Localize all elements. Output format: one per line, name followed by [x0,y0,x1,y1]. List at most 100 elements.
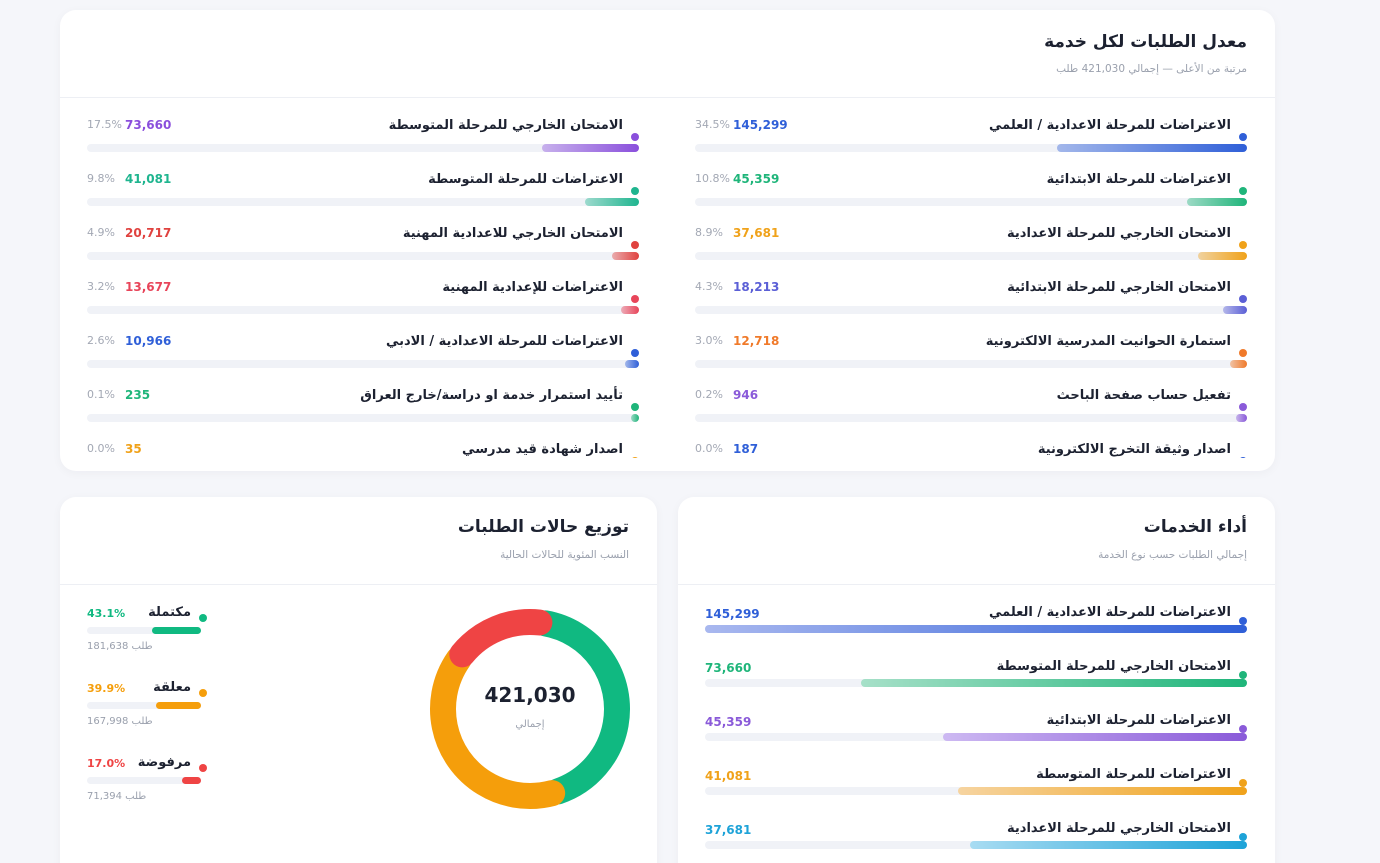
service-count: 187 [733,442,759,456]
list-item[interactable]: الامتحان الخارجي للمرحلة الاعدادية 37,681 [705,821,1247,863]
list-item[interactable]: الاعتراضات للمرحلة الاعدادية / الادبي 2.6… [87,314,639,368]
progress-track [87,252,639,260]
status-dot [1239,349,1247,357]
service-percent: 2.6% [87,334,115,347]
service-name: اصدار شهادة قيد مدرسي [462,442,623,457]
request-status-card: توزيع حالات الطلبات النسب المئوية للحالا… [60,497,657,863]
progress-fill [943,733,1247,741]
status-dot [631,187,639,195]
service-name: تأييد استمرار خدمة او دراسة/خارج العراق [360,388,623,403]
progress-track [695,252,1247,260]
service-count: 73,660 [125,118,172,132]
progress-fill [860,679,1247,687]
progress-fill [1223,306,1247,314]
progress-fill [151,627,201,634]
service-percent: 0.0% [695,442,723,455]
progress-track [87,360,639,368]
card-header: أداء الخدمات إجمالي الطلبات حسب نوع الخد… [678,497,1275,585]
list-item[interactable]: اصدار وثيقة التخرج الالكترونية 0.0% 187 [695,422,1247,458]
list-item[interactable]: الامتحان الخارجي للمرحلة المتوسطة 17.5% 73… [87,98,639,152]
card-header: توزيع حالات الطلبات النسب المئوية للحالا… [60,497,657,585]
status-dot [631,133,639,141]
service-name: الاعتراضات للمرحلة المتوسطة [1036,767,1231,782]
progress-track [705,679,1247,687]
list-item[interactable]: الامتحان الخارجي للمرحلة الاعدادية 8.9% 37… [695,206,1247,260]
service-count: 12,718 [733,334,780,348]
card-subtitle: إجمالي الطلبات حسب نوع الخدمة [1098,549,1247,561]
progress-track [705,787,1247,795]
donut-svg [430,609,630,809]
status-dot [631,403,639,411]
service-percent: 0.2% [695,388,723,401]
progress-track [695,414,1247,422]
service-count: 45,359 [705,715,752,729]
progress-fill [542,144,639,152]
service-name: الامتحان الخارجي للاعدادية المهنية [402,226,623,241]
progress-track [87,198,639,206]
service-name: الاعتراضات للإعدادية المهنية [442,280,623,295]
list-item[interactable]: الاعتراضات للمرحلة المتوسطة 41,081 [705,767,1247,821]
service-name: تفعيل حساب صفحة الباحث [1056,388,1231,403]
list-item[interactable]: الاعتراضات للمرحلة المتوسطة 9.8% 41,081 [87,152,639,206]
list-item[interactable]: الامتحان الخارجي للاعدادية المهنية 4.9% 20… [87,206,639,260]
progress-fill [611,252,639,260]
service-percent: 0.0% [87,442,115,455]
service-name: الاعتراضات للمرحلة الابتدائية [1046,713,1231,728]
card-title: أداء الخدمات [1143,517,1247,537]
donut-total-label: إجمالي [515,719,545,730]
service-count: 10,966 [125,334,172,348]
donut-total: 421,030 [484,683,576,707]
service-percent: 34.5% [695,118,730,131]
status-dot [1239,187,1247,195]
progress-fill [624,360,639,368]
status-percent: 43.1% [87,607,126,620]
service-name: الامتحان الخارجي للمرحلة الاعدادية [1007,821,1231,836]
progress-track [87,414,639,422]
service-count: 37,681 [705,823,752,837]
list-item[interactable]: تأييد استمرار خدمة او دراسة/خارج العراق 0… [87,368,639,422]
progress-fill [584,198,639,206]
service-name: الامتحان الخارجي للمرحلة المتوسطة [388,118,623,133]
service-percent: 10.8% [695,172,730,185]
status-dot [1239,133,1247,141]
list-item[interactable]: الاعتراضات للمرحلة الاعدادية / العلمي 34.… [695,98,1247,152]
service-count: 73,660 [705,661,752,675]
service-name: الاعتراضات للمرحلة الاعدادية / الادبي [385,334,623,349]
list-item[interactable]: استمارة الحوانيت المدرسية الالكترونية 3.0… [695,314,1247,368]
service-percent: 0.1% [87,388,115,401]
service-name: اصدار وثيقة التخرج الالكترونية [1037,442,1231,457]
progress-track [87,702,201,709]
list-item[interactable]: الامتحان الخارجي للمرحلة المتوسطة 73,660 [705,659,1247,713]
list-item[interactable]: الاعتراضات للمرحلة الابتدائية 45,359 [705,713,1247,767]
status-dot [631,241,639,249]
progress-fill [155,702,201,709]
status-percent: 39.9% [87,682,126,695]
list-item[interactable]: الاعتراضات للإعدادية المهنية 3.2% 13,677 [87,260,639,314]
service-count: 41,081 [705,769,752,783]
list-item[interactable]: اصدار شهادة قيد مدرسي 0.0% 35 [87,422,639,458]
status-count: 167,998 طلب [87,716,153,727]
service-count: 18,213 [733,280,780,294]
services-performance-card: أداء الخدمات إجمالي الطلبات حسب نوع الخد… [678,497,1275,863]
list-item[interactable]: الامتحان الخارجي للمرحلة الابتدائية 4.3% 1… [695,260,1247,314]
list-item[interactable]: الاعتراضات للمرحلة الابتدائية 10.8% 45,359 [695,152,1247,206]
service-count: 41,081 [125,172,172,186]
card-header: معدل الطلبات لكل خدمة مرتبة من الأعلى — … [60,10,1275,98]
status-dot [1239,779,1247,787]
services-list[interactable]: الاعتراضات للمرحلة الاعدادية / العلمي 34.… [60,98,1275,458]
status-dot [1239,241,1247,249]
card-subtitle: مرتبة من الأعلى — إجمالي 421,030 طلب [1056,63,1247,75]
list-item[interactable]: الاعتراضات للمرحلة الاعدادية / العلمي 145… [705,605,1247,659]
status-dot [631,457,639,458]
list-item[interactable]: تفعيل حساب صفحة الباحث 0.2% 946 [695,368,1247,422]
progress-fill [1197,252,1247,260]
progress-fill [621,306,639,314]
status-dot [1239,833,1247,841]
status-legend-item: مرفوضة 17.0% 71,394 طلب [87,755,207,815]
service-name: الاعتراضات للمرحلة المتوسطة [428,172,623,187]
card-title: توزيع حالات الطلبات [457,517,629,537]
requests-per-service-card: معدل الطلبات لكل خدمة مرتبة من الأعلى — … [60,10,1275,471]
progress-fill [630,414,639,422]
service-count: 20,717 [125,226,172,240]
status-count: 181,638 طلب [87,641,153,652]
